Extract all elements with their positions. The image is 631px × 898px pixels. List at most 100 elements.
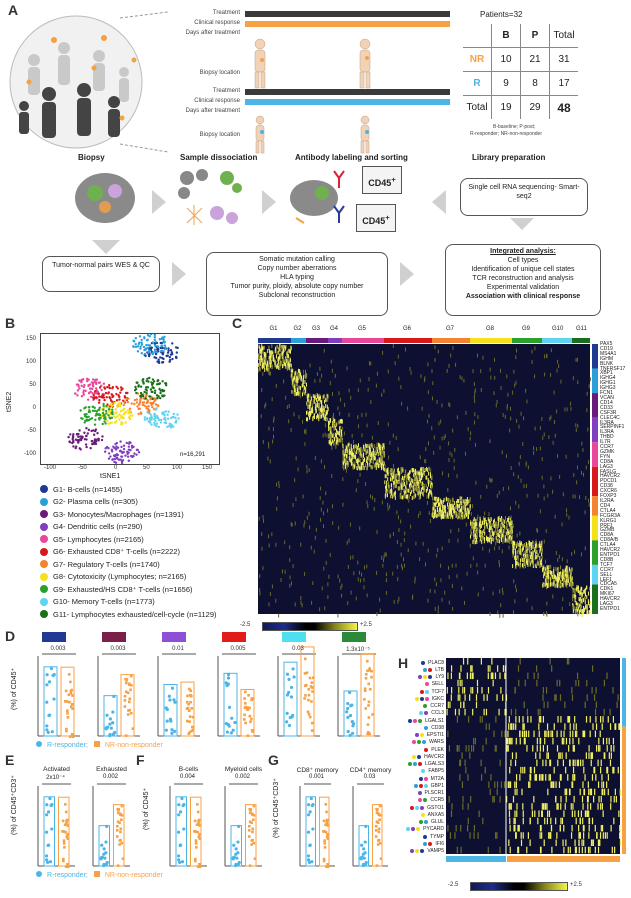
tsne-point <box>81 417 84 421</box>
tsne-point <box>146 410 149 414</box>
tsne-point <box>157 358 160 361</box>
responder-point <box>226 676 231 680</box>
non-responder-point <box>248 864 252 867</box>
tsne-point <box>122 413 126 416</box>
non-responder-point <box>115 829 119 832</box>
non-responder-point <box>378 804 382 808</box>
responder-point <box>111 710 115 714</box>
tsne-point <box>159 341 162 345</box>
tsne-xtick: 0 <box>114 465 118 471</box>
tsne-point <box>110 421 113 424</box>
non-responder-point <box>120 804 124 808</box>
dot-plot <box>224 783 262 868</box>
responder-bar <box>175 796 187 867</box>
tsne-point <box>93 390 97 393</box>
cluster-color-dot <box>40 497 48 506</box>
plot-title: Exhausted <box>96 766 127 773</box>
cluster-color-dot <box>40 522 48 531</box>
non-responder-point <box>198 824 202 827</box>
heatmap-c-side-bar <box>592 540 598 565</box>
responder-point <box>173 700 177 704</box>
tsne-point <box>115 399 119 402</box>
responder-point <box>306 813 311 817</box>
heatmap-c-group-label: G7 <box>446 326 455 332</box>
tsne-ytick: 0 <box>32 405 36 411</box>
non-responder-point <box>304 694 307 697</box>
non-responder-point <box>187 702 190 706</box>
non-responder-point <box>124 690 128 694</box>
tsne-point <box>138 407 142 410</box>
tsne-point <box>81 435 84 439</box>
tsne-point <box>170 351 174 354</box>
cell-type-color-box <box>342 632 366 642</box>
non-responder-point <box>65 729 68 733</box>
tsne-point <box>83 413 86 416</box>
non-responder-point <box>64 689 68 693</box>
tsne-point <box>105 412 108 415</box>
cluster-dot <box>418 675 423 680</box>
tsne-point <box>97 392 100 396</box>
cluster-legend-item: G8- Cytotoxicity (Lymphocytes; n=2165) <box>40 571 216 584</box>
cluster-color-dot <box>40 572 48 581</box>
heatmap-c-group-bar <box>572 338 590 343</box>
tsne-ytick: 100 <box>25 359 36 365</box>
non-responder-point <box>377 838 381 842</box>
cluster-dot <box>423 675 428 680</box>
tsne-point <box>102 408 105 411</box>
tsne-point <box>159 418 163 422</box>
non-responder-point <box>68 700 71 704</box>
tsne-point <box>84 443 88 446</box>
tsne-point <box>153 344 157 347</box>
tsne-point <box>126 452 129 456</box>
non-responder-point <box>325 810 328 814</box>
non-responder-point <box>61 830 64 833</box>
tsne-point <box>160 349 163 353</box>
non-responder-point <box>123 699 127 702</box>
non-responder-point <box>69 680 72 684</box>
cluster-dot <box>418 762 423 767</box>
tsne-point <box>154 356 158 360</box>
stage-label: Antibody labeling and sorting <box>295 153 408 162</box>
table-cell: 10 <box>491 47 521 72</box>
non-responder-bar <box>60 666 75 737</box>
non-responder-point <box>116 864 120 867</box>
cluster-dot <box>421 660 426 665</box>
tsne-point <box>133 402 136 406</box>
tsne-point <box>80 394 84 398</box>
cluster-legend-label: G11- Lymphocytes exhausted/cell-cycle (n… <box>53 609 217 619</box>
non-responder-point <box>325 821 329 825</box>
tsne-point <box>169 349 173 352</box>
panel-e-plots: 2x10⁻⁴ Activated 0.002 Exhausted <box>24 760 134 870</box>
heatmap-c-gene-label: PDCD1 <box>600 478 617 485</box>
heatmap-c-gene-label: MS4A1 <box>600 350 617 357</box>
heatmap-h-gene-row: IGKC <box>388 695 444 702</box>
responder-point <box>236 862 240 866</box>
non-responder-point <box>128 697 132 701</box>
tsne-point <box>95 381 98 384</box>
tsne-point <box>146 346 150 350</box>
responder-point <box>311 803 315 807</box>
tsne-point <box>83 415 87 418</box>
cluster-legend-item: G3- Monocytes/Macrophages (n=1391) <box>40 508 216 521</box>
stage-label: Library preparation <box>472 153 546 162</box>
responder-point <box>234 847 238 851</box>
tsne-point <box>172 412 175 416</box>
cluster-color-dot <box>40 585 48 594</box>
responder-point <box>285 720 289 724</box>
non-responder-point <box>375 811 379 815</box>
responder-point <box>177 858 181 862</box>
responder-bar <box>343 690 358 737</box>
responder-point <box>346 701 350 706</box>
cluster-dot <box>418 783 423 788</box>
wes-text: Tumor-normal pairs WES & QC <box>52 262 150 269</box>
heatmap-h-gene-label: GSTO1 <box>427 804 444 811</box>
cluster-dot <box>408 718 413 723</box>
cd45-label: CD45 <box>368 178 392 188</box>
responder-point <box>164 728 168 732</box>
tsne-point <box>77 435 80 439</box>
non-responder-bar <box>319 796 330 867</box>
cluster-dot <box>420 812 425 817</box>
responder-point <box>348 733 352 738</box>
tsne-point <box>145 401 148 405</box>
tsne-point <box>101 396 104 399</box>
